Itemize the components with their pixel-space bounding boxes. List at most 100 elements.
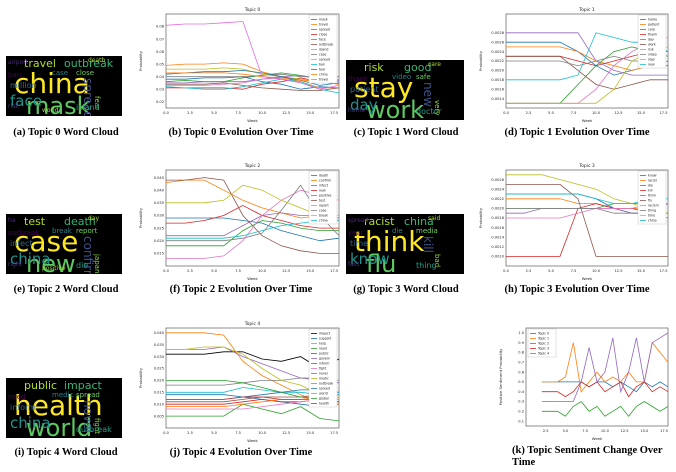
chart-title: Topic 1 (578, 7, 595, 13)
wordcloud-word: impact (64, 379, 102, 392)
wordcloud-word: need (8, 393, 26, 401)
wordcloud-word: spread (348, 217, 369, 224)
y-tick-label: 0.3 (518, 400, 524, 404)
legend-label: patient (648, 23, 660, 27)
legend-label: spread (319, 28, 330, 32)
x-axis-label: Week (582, 276, 593, 281)
legend-label: know (648, 174, 657, 178)
legend-label: china (319, 73, 328, 77)
wordcloud-word: health (14, 389, 103, 422)
legend-label: outbreak (319, 382, 333, 386)
x-tick-label: 0.0 (163, 111, 169, 115)
legend-label: racism (648, 204, 659, 208)
legend-label: video (648, 53, 657, 57)
chart-title: Topic 2 (244, 163, 261, 169)
caption-b: (b) Topic 0 Evolution Over Time (168, 127, 314, 138)
wordcloud-word: work (366, 96, 425, 120)
wordcloud-topic1: stay work day new risk good patient safe video th… (346, 60, 464, 120)
legend-box (308, 14, 338, 84)
x-tick-label: 7.5 (571, 269, 577, 273)
x-tick-label: 2.5 (543, 429, 549, 433)
legend-label: infect (319, 184, 329, 188)
series-line (506, 183, 668, 257)
x-tick-label: 15.0 (637, 111, 646, 115)
legend-label: case (319, 53, 326, 57)
wordcloud-word: public (24, 379, 58, 392)
wordcloud-word: said (428, 215, 441, 222)
legend-label: Topic 3 (537, 347, 549, 351)
caption-j: (j) Topic 4 Evolution Over Time (169, 447, 313, 458)
legend-label: inform (319, 362, 329, 366)
series-line (166, 82, 340, 91)
x-tick-label: 10.0 (258, 111, 267, 115)
chart-svg: Topic 3 Week Probability 0.0 2.5 5.0 7.5 10.0 12… (478, 163, 669, 281)
x-tick-label: 7.5 (235, 269, 241, 273)
legend-label: case (319, 209, 326, 213)
chart-title: Topic 3 (578, 163, 595, 169)
y-tick-label: 1.0 (518, 331, 524, 335)
legend-label: china (319, 219, 328, 223)
y-tick-label: 0.1 (518, 419, 524, 423)
chart-topic4: Topic 4 Week Probability 0.0 2.5 5.0 7.5 10.0 12… (136, 318, 343, 444)
x-tick-label: 10.0 (601, 429, 610, 433)
legend-label: die (648, 184, 653, 188)
legend-label: report (319, 204, 329, 208)
legend-label: novel (319, 372, 328, 376)
wordcloud-word: home (348, 107, 366, 114)
legend-label: china (648, 219, 657, 223)
legend-label: Topic 1 (537, 337, 549, 341)
y-tick-label: 0.0026 (491, 178, 504, 182)
series-line (506, 32, 668, 76)
legend-label: outbreak (319, 43, 333, 47)
legend-label: Topic 2 (537, 342, 549, 346)
y-tick-label: 0.0018 (491, 78, 504, 82)
wordcloud-word: death (64, 215, 96, 228)
legend-label: home (648, 18, 657, 22)
x-tick-label: 5.0 (211, 431, 217, 435)
y-tick-label: 0.0020 (491, 69, 504, 73)
wordcloud-word: time (350, 239, 369, 248)
y-tick-label: 0.040 (154, 331, 165, 335)
x-tick-label: 5.0 (211, 111, 217, 115)
caption-a: (a) Topic 0 Word Cloud (13, 127, 119, 138)
x-tick-label: 2.5 (187, 269, 193, 273)
y-tick-label: 0.0010 (491, 255, 504, 259)
x-tick-label: 7.5 (582, 429, 588, 433)
x-tick-label: 12.5 (614, 111, 622, 115)
x-tick-label: 12.5 (614, 269, 622, 273)
x-tick-label: 2.5 (526, 269, 532, 273)
wordcloud-word: airport (8, 59, 29, 66)
series-line (165, 62, 339, 89)
wordcloud-word: china (404, 215, 434, 228)
legend-label: death (319, 174, 328, 178)
y-tick-label: 0.8 (518, 351, 524, 355)
caption-i: (i) Topic 4 Word Cloud (14, 447, 118, 458)
y-tick-label: 0.0026 (491, 40, 504, 44)
y-tick-label: 0.005 (154, 414, 164, 418)
y-tick-label: 0.04 (156, 75, 165, 79)
x-tick-label: 0.0 (163, 269, 169, 273)
chart-sentiment: Week Positive Sentiment Probability 2.5 5.0… (496, 318, 672, 442)
series-line (166, 177, 339, 254)
wordcloud-word: patient (350, 85, 379, 94)
y-tick-label: 0.0022 (491, 197, 504, 201)
legend-label: close (319, 33, 327, 37)
wordcloud-topic3: think flu know kill racist china time media die y… (346, 214, 464, 274)
legend-label: work (648, 43, 656, 47)
x-tick-label: 7.5 (235, 111, 241, 115)
wordcloud-word: right (8, 261, 23, 268)
y-tick-label: 0.0014 (491, 97, 504, 101)
y-tick-label: 0.7 (518, 361, 524, 365)
x-tick-label: 5.0 (563, 429, 569, 433)
legend-label: medic (319, 377, 329, 381)
x-tick-label: 7.5 (235, 431, 241, 435)
wordcloud-word: spread (76, 391, 100, 399)
legend-label: Topic 0 (537, 332, 549, 336)
legend-label: govern (319, 357, 330, 361)
wordcloud-word: close (76, 69, 95, 77)
wordcloud-word: thing (416, 261, 437, 270)
legend-label: kill (648, 189, 653, 193)
x-tick-label: 17.5 (659, 111, 667, 115)
y-tick-label: 0.0024 (491, 50, 504, 54)
chart-title: Topic 0 (244, 7, 261, 13)
